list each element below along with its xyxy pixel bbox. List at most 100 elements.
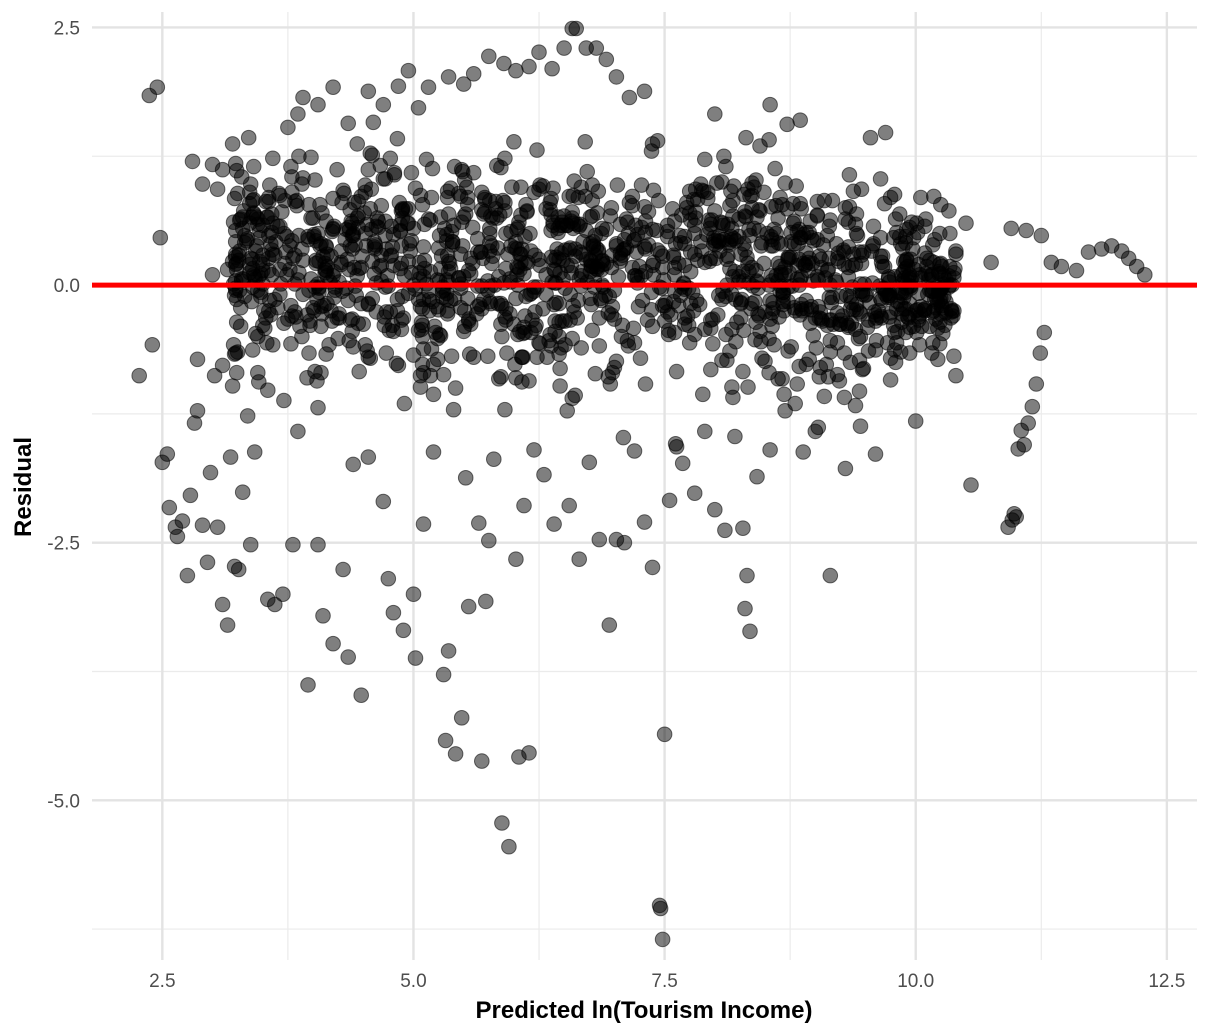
data-point: [837, 460, 854, 477]
data-point: [241, 215, 258, 231]
data-point: [621, 194, 638, 211]
data-point: [455, 76, 472, 92]
data-point: [340, 649, 357, 665]
data-point: [556, 40, 572, 56]
y-tick-label: 2.5: [54, 18, 80, 39]
data-point: [626, 443, 643, 459]
data-point: [932, 225, 948, 242]
data-point: [392, 216, 409, 233]
data-point: [582, 236, 599, 252]
data-point: [349, 136, 366, 152]
data-point: [676, 236, 693, 252]
data-point: [453, 710, 470, 726]
data-point: [724, 321, 740, 338]
data-point: [477, 189, 493, 206]
data-point: [573, 179, 590, 195]
data-point: [222, 449, 239, 465]
data-point: [612, 245, 629, 261]
data-point: [415, 239, 432, 255]
y-axis-tick-labels: -5.0 -2.5 0.0 2.5: [47, 18, 80, 812]
data-point: [541, 332, 557, 349]
data-point: [1033, 227, 1050, 244]
data-point: [364, 290, 381, 307]
data-point: [608, 69, 625, 85]
data-point: [775, 296, 791, 313]
data-point: [323, 248, 339, 265]
data-point: [829, 335, 846, 351]
data-point: [1003, 220, 1020, 237]
data-point: [307, 172, 323, 188]
data-point: [685, 303, 702, 319]
data-point: [378, 345, 395, 361]
data-point: [494, 328, 510, 345]
data-point: [757, 353, 773, 370]
data-point: [840, 269, 857, 285]
data-point: [365, 114, 382, 131]
data-point: [280, 119, 296, 136]
data-point: [303, 149, 319, 166]
data-point: [637, 376, 654, 392]
data-point: [584, 208, 601, 224]
data-point: [1024, 398, 1041, 415]
y-tick-label: 0.0: [54, 276, 80, 297]
data-point: [777, 175, 793, 191]
data-point: [867, 446, 884, 462]
data-point: [789, 376, 806, 392]
data-point: [733, 295, 749, 312]
data-point: [521, 58, 537, 75]
data-point: [461, 346, 478, 362]
data-point: [632, 350, 649, 367]
data-point: [228, 162, 245, 179]
data-point: [926, 188, 942, 205]
data-point: [591, 338, 608, 354]
data-point: [240, 129, 257, 146]
data-point: [416, 252, 433, 269]
data-point: [1028, 376, 1045, 392]
data-point: [227, 345, 244, 361]
data-point: [425, 444, 442, 460]
data-point: [360, 83, 377, 100]
data-point: [159, 446, 176, 462]
data-point: [447, 746, 464, 762]
data-point: [232, 318, 249, 335]
data-point: [736, 186, 752, 203]
data-point: [460, 598, 477, 615]
data-point: [621, 89, 638, 106]
data-point: [983, 254, 999, 271]
x-tick-label: 10.0: [897, 971, 934, 992]
data-point: [194, 517, 211, 534]
data-point: [259, 335, 275, 351]
data-point: [636, 514, 653, 530]
data-point: [400, 62, 417, 79]
data-point: [801, 224, 818, 241]
data-point: [543, 190, 559, 207]
data-point: [742, 227, 758, 244]
data-point: [325, 79, 341, 95]
data-point: [415, 341, 432, 357]
data-point: [459, 290, 476, 307]
data-point: [214, 161, 231, 178]
data-point: [819, 227, 836, 244]
data-point: [275, 586, 291, 603]
data-point: [265, 150, 281, 167]
data-point: [644, 559, 661, 576]
data-point: [832, 312, 849, 328]
data-point: [494, 815, 510, 831]
data-point: [816, 192, 833, 209]
data-point: [1137, 267, 1153, 283]
data-point: [670, 297, 687, 314]
data-point: [818, 356, 835, 373]
data-point: [697, 151, 713, 168]
data-point: [615, 429, 632, 446]
data-point: [932, 292, 948, 309]
data-point: [501, 838, 517, 855]
data-point: [557, 337, 573, 353]
data-point: [454, 163, 471, 180]
data-point: [440, 643, 457, 659]
data-point: [457, 206, 474, 222]
data-point: [762, 292, 778, 309]
data-point: [705, 336, 721, 352]
data-point: [837, 211, 854, 227]
data-point: [394, 201, 411, 217]
data-point: [413, 314, 430, 331]
